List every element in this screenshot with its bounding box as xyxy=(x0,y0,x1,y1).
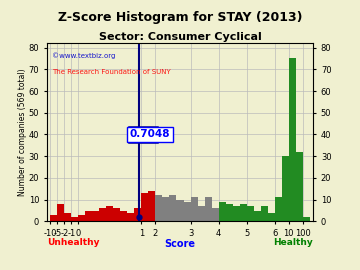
Text: Healthy: Healthy xyxy=(274,238,313,247)
Bar xyxy=(275,197,282,221)
Bar xyxy=(156,195,162,221)
Text: The Research Foundation of SUNY: The Research Foundation of SUNY xyxy=(53,69,171,75)
Bar xyxy=(289,58,296,221)
Bar xyxy=(71,217,78,221)
Bar xyxy=(162,197,170,221)
Bar xyxy=(247,206,253,221)
Bar xyxy=(113,208,120,221)
Bar xyxy=(303,217,310,221)
Bar xyxy=(64,213,71,221)
X-axis label: Score: Score xyxy=(165,239,195,249)
Bar xyxy=(127,213,134,221)
Bar xyxy=(233,206,240,221)
Bar xyxy=(296,152,303,221)
Bar xyxy=(261,206,267,221)
Bar xyxy=(50,215,57,221)
Bar xyxy=(107,206,113,221)
Bar xyxy=(267,213,275,221)
Bar xyxy=(253,211,261,221)
Bar xyxy=(198,206,204,221)
Bar xyxy=(184,202,190,221)
Text: Unhealthy: Unhealthy xyxy=(47,238,99,247)
Bar xyxy=(85,211,93,221)
Text: 0.7048: 0.7048 xyxy=(130,130,170,140)
Bar xyxy=(212,208,219,221)
Bar xyxy=(148,191,156,221)
Bar xyxy=(120,211,127,221)
Bar xyxy=(204,197,212,221)
Bar xyxy=(170,195,176,221)
Bar xyxy=(93,211,99,221)
Text: Z-Score Histogram for STAY (2013): Z-Score Histogram for STAY (2013) xyxy=(58,11,302,24)
Bar xyxy=(219,202,226,221)
Bar xyxy=(176,200,184,221)
Bar xyxy=(240,204,247,221)
Bar xyxy=(190,197,198,221)
Bar xyxy=(226,204,233,221)
Y-axis label: Number of companies (569 total): Number of companies (569 total) xyxy=(18,69,27,196)
Bar xyxy=(57,204,64,221)
Bar xyxy=(78,215,85,221)
Bar xyxy=(99,208,107,221)
Text: Sector: Consumer Cyclical: Sector: Consumer Cyclical xyxy=(99,32,261,42)
Bar xyxy=(141,193,148,221)
Bar xyxy=(134,208,141,221)
Bar xyxy=(282,156,289,221)
Text: ©www.textbiz.org: ©www.textbiz.org xyxy=(53,53,116,59)
